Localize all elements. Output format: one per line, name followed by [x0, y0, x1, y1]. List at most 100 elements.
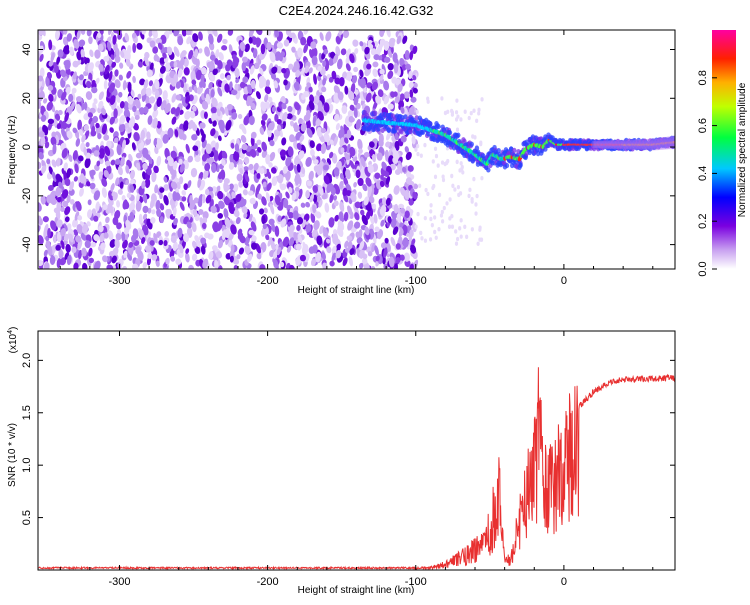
spectrogram-xlabel: Height of straight line (km) — [298, 285, 415, 296]
spectrogram-cell — [172, 241, 178, 252]
colorbar-label: Normalized spectral amplitude — [737, 82, 748, 217]
spectrogram-cell — [214, 48, 220, 60]
spectrogram-cell — [433, 146, 438, 151]
spectrogram-cell — [185, 252, 190, 263]
spectrogram-cell — [342, 257, 348, 267]
spectrogram-cell — [423, 238, 428, 243]
spectrogram-cell — [56, 258, 61, 269]
spectrogram-cell — [430, 222, 434, 228]
spectrogram-cell — [159, 72, 164, 79]
spectrogram-cell — [419, 153, 423, 158]
spectrogram-cell — [380, 219, 385, 227]
spectrogram-cell — [347, 220, 354, 231]
spectrogram-cell — [128, 153, 133, 162]
spectrogram-cell — [448, 197, 452, 202]
spectrogram-cell — [281, 137, 287, 146]
spectrogram-cell — [459, 218, 463, 223]
spectrogram-cell — [301, 94, 306, 101]
spectrogram-cell — [303, 43, 309, 54]
spectrogram-cell — [311, 55, 318, 66]
spectrogram-cell — [200, 67, 208, 75]
spectrogram-cell — [454, 229, 458, 234]
spectrogram-cell — [305, 156, 312, 167]
spectrogram-cell — [99, 30, 104, 35]
spectrogram-cell — [393, 262, 398, 269]
spectrogram-cell — [383, 56, 391, 63]
spectrogram-cell — [451, 183, 455, 189]
spectrogram-cell — [459, 117, 463, 122]
spectrogram-cell — [459, 234, 463, 239]
snr-multiplier: (x104) — [7, 327, 19, 354]
spectrogram-cell — [217, 86, 223, 97]
spectrogram-cell — [474, 211, 478, 216]
snr-xlabel: Height of straight line (km) — [298, 585, 415, 596]
x-tick-label: 0 — [561, 576, 567, 588]
spectrogram-cell — [65, 244, 71, 253]
spectrogram-cell — [226, 103, 233, 111]
spectrogram-cell — [477, 107, 481, 113]
spectrogram-cell — [126, 70, 132, 79]
spectrogram-cell — [78, 249, 82, 260]
spectrogram-cell — [324, 202, 330, 213]
spectrogram-cell — [333, 195, 338, 201]
spectrogram-cell — [467, 115, 471, 121]
spectrogram-cell — [411, 221, 417, 233]
spectrogram-cell — [474, 202, 478, 207]
spectrogram-cell — [145, 95, 151, 106]
spectrogram-cell — [410, 96, 417, 103]
spectrogram-cell — [424, 187, 428, 193]
spectrogram-cell — [380, 242, 387, 249]
spectrogram-cell — [338, 77, 345, 87]
spectrogram-cell — [183, 120, 189, 131]
spectrogram-cell — [419, 230, 423, 236]
spectrogram-cell — [310, 149, 315, 157]
spectrogram-cell — [217, 212, 224, 219]
spectrogram-cell — [333, 200, 339, 207]
spectrogram-cell — [283, 198, 289, 209]
spectrogram-cell — [441, 219, 445, 224]
spectrogram-cell — [214, 185, 221, 197]
spectrogram-cell — [334, 113, 340, 122]
spectrogram-cell — [333, 92, 339, 102]
spectrogram-cell — [436, 163, 440, 168]
spectrogram-cell — [456, 184, 461, 190]
spectrogram-cell — [133, 123, 139, 131]
spectrogram-cell — [304, 253, 310, 263]
x-tick-label: -300 — [108, 576, 130, 588]
spectrogram-cell — [181, 239, 186, 249]
spectrogram-cell — [319, 32, 324, 41]
spectrogram-cell — [227, 30, 234, 36]
spectrogram-cell — [450, 173, 454, 179]
spectrogram-cell — [296, 163, 301, 173]
spectrogram-cell — [436, 123, 441, 130]
spectrogram-cell — [204, 232, 210, 239]
spectrogram-cell — [187, 180, 192, 189]
spectrogram-cell — [48, 93, 54, 103]
spectrogram-cell — [479, 140, 483, 145]
spectrogram-cell — [173, 46, 180, 57]
spectrogram-cell — [504, 162, 510, 169]
spectrogram-cell — [306, 119, 311, 130]
spectrogram-cell — [109, 116, 116, 125]
y-tick-label: 0.5 — [21, 510, 33, 525]
spectrogram-cell — [353, 107, 358, 119]
spectrogram-cell — [313, 220, 320, 231]
spectrogram-cell — [341, 71, 347, 80]
spectrogram-cell — [210, 106, 217, 114]
spectrogram-cell — [151, 209, 156, 215]
spectrogram-cell — [415, 109, 419, 115]
spectrogram-cell — [250, 148, 257, 158]
spectrogram-cell — [217, 190, 224, 200]
spectrogram-cell — [288, 237, 295, 247]
spectrogram-cell — [465, 234, 469, 240]
spectrogram-cell — [146, 131, 151, 140]
spectrogram-cell — [319, 225, 325, 235]
spectrogram-cell — [181, 133, 187, 141]
spectrogram-cell — [240, 135, 247, 143]
spectrogram-cell — [327, 98, 333, 104]
spectrogram-cell — [210, 128, 216, 137]
spectrogram-cell — [122, 199, 128, 210]
spectrogram-cell — [142, 261, 148, 269]
spectrogram-cell — [218, 52, 224, 61]
